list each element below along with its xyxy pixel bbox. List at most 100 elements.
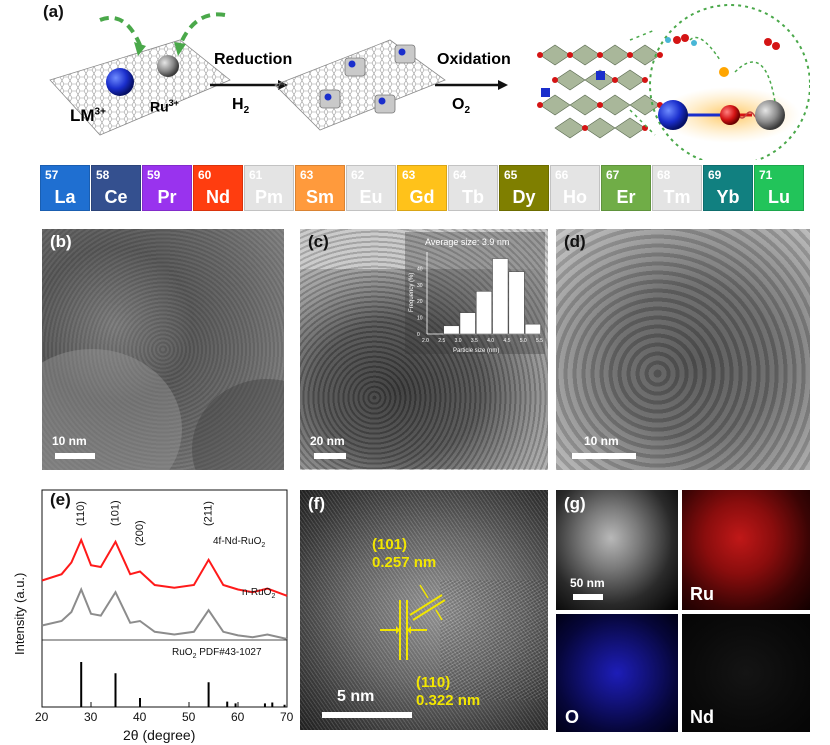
inset-xtick: 3.0 (455, 338, 462, 344)
histogram-bar (508, 271, 525, 335)
tem-image-d (556, 229, 810, 470)
panel-a-scheme (49, 4, 810, 160)
oxidation-gas: O2 (452, 96, 471, 117)
oxide-lattice (537, 44, 663, 139)
xrd-xlabel: 2θ (degree) (123, 727, 195, 743)
graphene-sheet-2 (274, 39, 446, 131)
panel-a-label: (a) (43, 2, 64, 21)
inset-xtick: 5.0 (520, 338, 527, 344)
atomic-number: 67 (606, 168, 620, 182)
element-tile-eu: 62 Eu (346, 165, 396, 211)
panel-c-scale-text: 20 nm (310, 434, 345, 448)
size-histogram-inset: Average size: 3.9 nm 2.0 2.5 3.0 3.5 4.0 4.5 5… (405, 232, 545, 354)
atomic-number: 59 (147, 168, 161, 182)
element-symbol: Ho (563, 187, 587, 207)
panel-g-label: (g) (564, 494, 586, 513)
series-label-n: n-RuO2 (242, 587, 275, 600)
element-tile-pr: 59 Pr (142, 165, 192, 211)
xrd-xtick-label: 40 (133, 710, 147, 724)
eds-haadf (556, 490, 678, 610)
xrd-ylabel: Intensity (a.u.) (12, 573, 27, 655)
inset-xtick: 3.5 (471, 338, 478, 344)
atomic-number: 57 (45, 168, 59, 182)
atomic-number: 63 (402, 168, 416, 182)
element-symbol: Tm (663, 187, 691, 207)
lm-label: LM3+ (70, 106, 106, 125)
element-tile-tb: 64 Tb (448, 165, 498, 211)
oxidation-label: Oxidation (437, 51, 511, 68)
lm-atom (106, 68, 134, 96)
element-symbol: Er (616, 187, 636, 207)
histogram-bar (443, 325, 460, 335)
tem-image-b (42, 229, 284, 470)
xrd-xtick-label: 50 (182, 710, 196, 724)
panel-f-scale-bar (322, 712, 412, 718)
element-symbol: Pm (254, 187, 283, 207)
miller-index-label: (110) (75, 501, 87, 526)
panel-d-scale-bar (572, 453, 636, 459)
panel-e-label: (e) (50, 490, 71, 509)
element-tile-lu: 71 Lu (754, 165, 804, 211)
xrd-chart: 20 30 40 50 60 70 (110) (101) (200) (211) Intens… (12, 489, 294, 743)
miller-index-label: (211) (203, 501, 215, 526)
panel-f-label: (f) (308, 494, 325, 513)
ru-atom (157, 55, 179, 77)
element-symbol: Tb (462, 187, 484, 207)
reduction-gas: H2 (232, 96, 250, 117)
atomic-number: 61 (249, 168, 263, 182)
plane-110-label: (110) 0.322 nm (416, 674, 481, 709)
reduction-label: Reduction (214, 51, 293, 68)
inset-title: Average size: 3.9 nm (425, 237, 509, 247)
panel-g-scale-text: 50 nm (570, 576, 605, 590)
element-tile-tm: 68 Tm (652, 165, 702, 211)
reference-lines (80, 662, 286, 707)
element-symbol: La (54, 187, 76, 207)
element-symbol: Dy (512, 187, 536, 207)
eds-label-o: O (565, 707, 580, 727)
xrd-xtick-label: 20 (35, 710, 49, 724)
atomic-number: 65 (504, 168, 518, 182)
graphene-sheet-1 (49, 39, 231, 136)
eds-label-ru: Ru (690, 584, 714, 604)
element-symbol: Lu (768, 187, 790, 207)
element-symbol: Ce (104, 187, 128, 207)
inset-xtick: 4.0 (487, 338, 494, 344)
element-symbol: Eu (359, 187, 383, 207)
panel-d-scale-text: 10 nm (584, 434, 619, 448)
inset-ytick: 0 (417, 332, 420, 338)
ru-label: Ru3+ (150, 98, 179, 115)
element-tile-nd: 60 Nd (193, 165, 243, 211)
histogram-bar (492, 258, 509, 335)
panel-b-scale-bar (55, 453, 95, 459)
element-tile-pm: 61 Pm (244, 165, 294, 211)
hrtem-image-f (300, 490, 548, 730)
atomic-number: 64 (453, 168, 467, 182)
series-label-nd: 4f-Nd-RuO2 (213, 536, 265, 549)
lattice-fringe-markers (380, 584, 446, 660)
series-4f-nd-ruo2 (41, 537, 288, 597)
panel-b-label: (b) (50, 232, 72, 251)
xrd-xtick-label: 60 (231, 710, 245, 724)
inset-ytick: 40 (417, 266, 423, 272)
histogram-bar (459, 312, 476, 335)
inset-xtick: 4.5 (503, 338, 510, 344)
element-symbol: Gd (409, 187, 435, 207)
element-tile-sm: 63 Sm (295, 165, 345, 211)
atomic-number: 60 (198, 168, 212, 182)
histogram-bar (476, 291, 492, 335)
element-tile-yb: 69 Yb (703, 165, 753, 211)
xrd-xtick-label: 70 (280, 710, 294, 724)
inset-ytick: 10 (417, 316, 423, 322)
inset-xtick: 5.5 (536, 338, 543, 344)
panel-f-scale-text: 5 nm (337, 688, 375, 705)
inset-xtick: 2.5 (438, 338, 445, 344)
series-n-ruo2 (41, 586, 288, 640)
element-tile-gd: 63 Gd (397, 165, 447, 211)
inset-ytick: 20 (417, 299, 423, 305)
element-tile-la: 57 La (40, 165, 90, 211)
xrd-xtick-label: 30 (84, 710, 98, 724)
panel-g-scale-bar (573, 594, 603, 600)
miller-index-label: (101) (110, 500, 122, 526)
atomic-number: 71 (759, 168, 773, 182)
atomic-number: 58 (96, 168, 110, 182)
